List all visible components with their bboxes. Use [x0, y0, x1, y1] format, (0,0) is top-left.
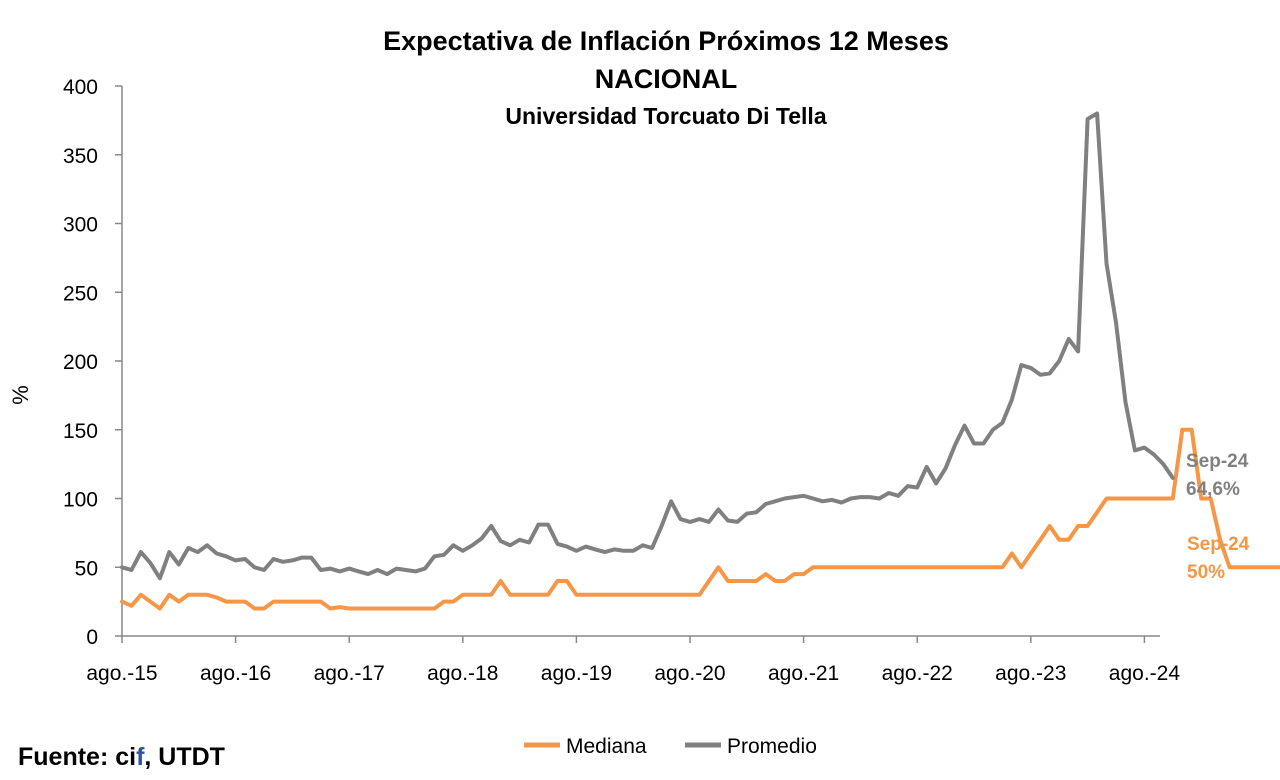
x-tick-label: ago.-24: [1109, 662, 1181, 685]
end-label-mediana-value: 50%: [1187, 562, 1225, 583]
legend-item-mediana: Mediana: [524, 735, 647, 758]
y-ticks: 0 50 100 150 200 250 300 350 400: [63, 76, 122, 649]
legend: Mediana Promedio: [524, 735, 817, 758]
y-tick-label: 50: [75, 557, 98, 580]
x-tick-label: ago.-21: [768, 662, 839, 685]
y-axis-label: %: [8, 385, 33, 405]
y-tick-label: 150: [63, 420, 98, 443]
axes: [121, 86, 1160, 637]
chart-title: Expectativa de Inflación Próximos 12 Mes…: [383, 26, 949, 56]
y-tick-label: 300: [63, 214, 98, 237]
end-label-mediana: Sep-24 50%: [1187, 534, 1250, 583]
x-tick-label: ago.-19: [541, 662, 612, 685]
x-tick-label: ago.-18: [427, 662, 498, 685]
x-tick-label: ago.-16: [200, 662, 271, 685]
x-tick-label: ago.-23: [995, 662, 1066, 685]
chart-title-block: Expectativa de Inflación Próximos 12 Mes…: [383, 26, 949, 129]
source-note: Fuente: cif, UTDT: [18, 743, 225, 771]
y-tick-label: 400: [63, 76, 98, 99]
legend-label-promedio: Promedio: [727, 735, 817, 758]
x-ticks: ago.-15 ago.-16 ago.-17 ago.-18 ago.-19 ago.-…: [86, 636, 1180, 685]
x-tick-label: ago.-17: [314, 662, 385, 685]
end-label-promedio-value: 64,6%: [1186, 479, 1240, 500]
y-tick-label: 250: [63, 282, 98, 305]
x-tick-label: ago.-15: [86, 662, 157, 685]
y-tick-label: 100: [63, 489, 98, 512]
end-label-mediana-date: Sep-24: [1187, 534, 1250, 555]
end-label-promedio-date: Sep-24: [1186, 451, 1249, 472]
source-suffix: , UTDT: [144, 743, 225, 771]
series-lines: [120, 111, 1280, 611]
legend-label-mediana: Mediana: [566, 735, 647, 758]
legend-item-promedio: Promedio: [685, 735, 817, 758]
x-tick-label: ago.-20: [654, 662, 725, 685]
series-line-mediana: [120, 427, 1280, 611]
end-label-promedio: Sep-24 64,6%: [1186, 451, 1249, 500]
x-tick-label: ago.-22: [882, 662, 953, 685]
source-prefix: Fuente:: [18, 743, 115, 771]
y-tick-label: 0: [86, 626, 98, 649]
chart-subtitle: NACIONAL: [595, 64, 738, 94]
y-tick-label: 350: [63, 145, 98, 168]
source-cif-f: f: [136, 743, 145, 771]
y-tick-label: 200: [63, 351, 98, 374]
chart-subtitle-2: Universidad Torcuato Di Tella: [505, 103, 826, 129]
source-cif-c: ci: [115, 743, 136, 771]
series-line-promedio: [120, 111, 1175, 581]
